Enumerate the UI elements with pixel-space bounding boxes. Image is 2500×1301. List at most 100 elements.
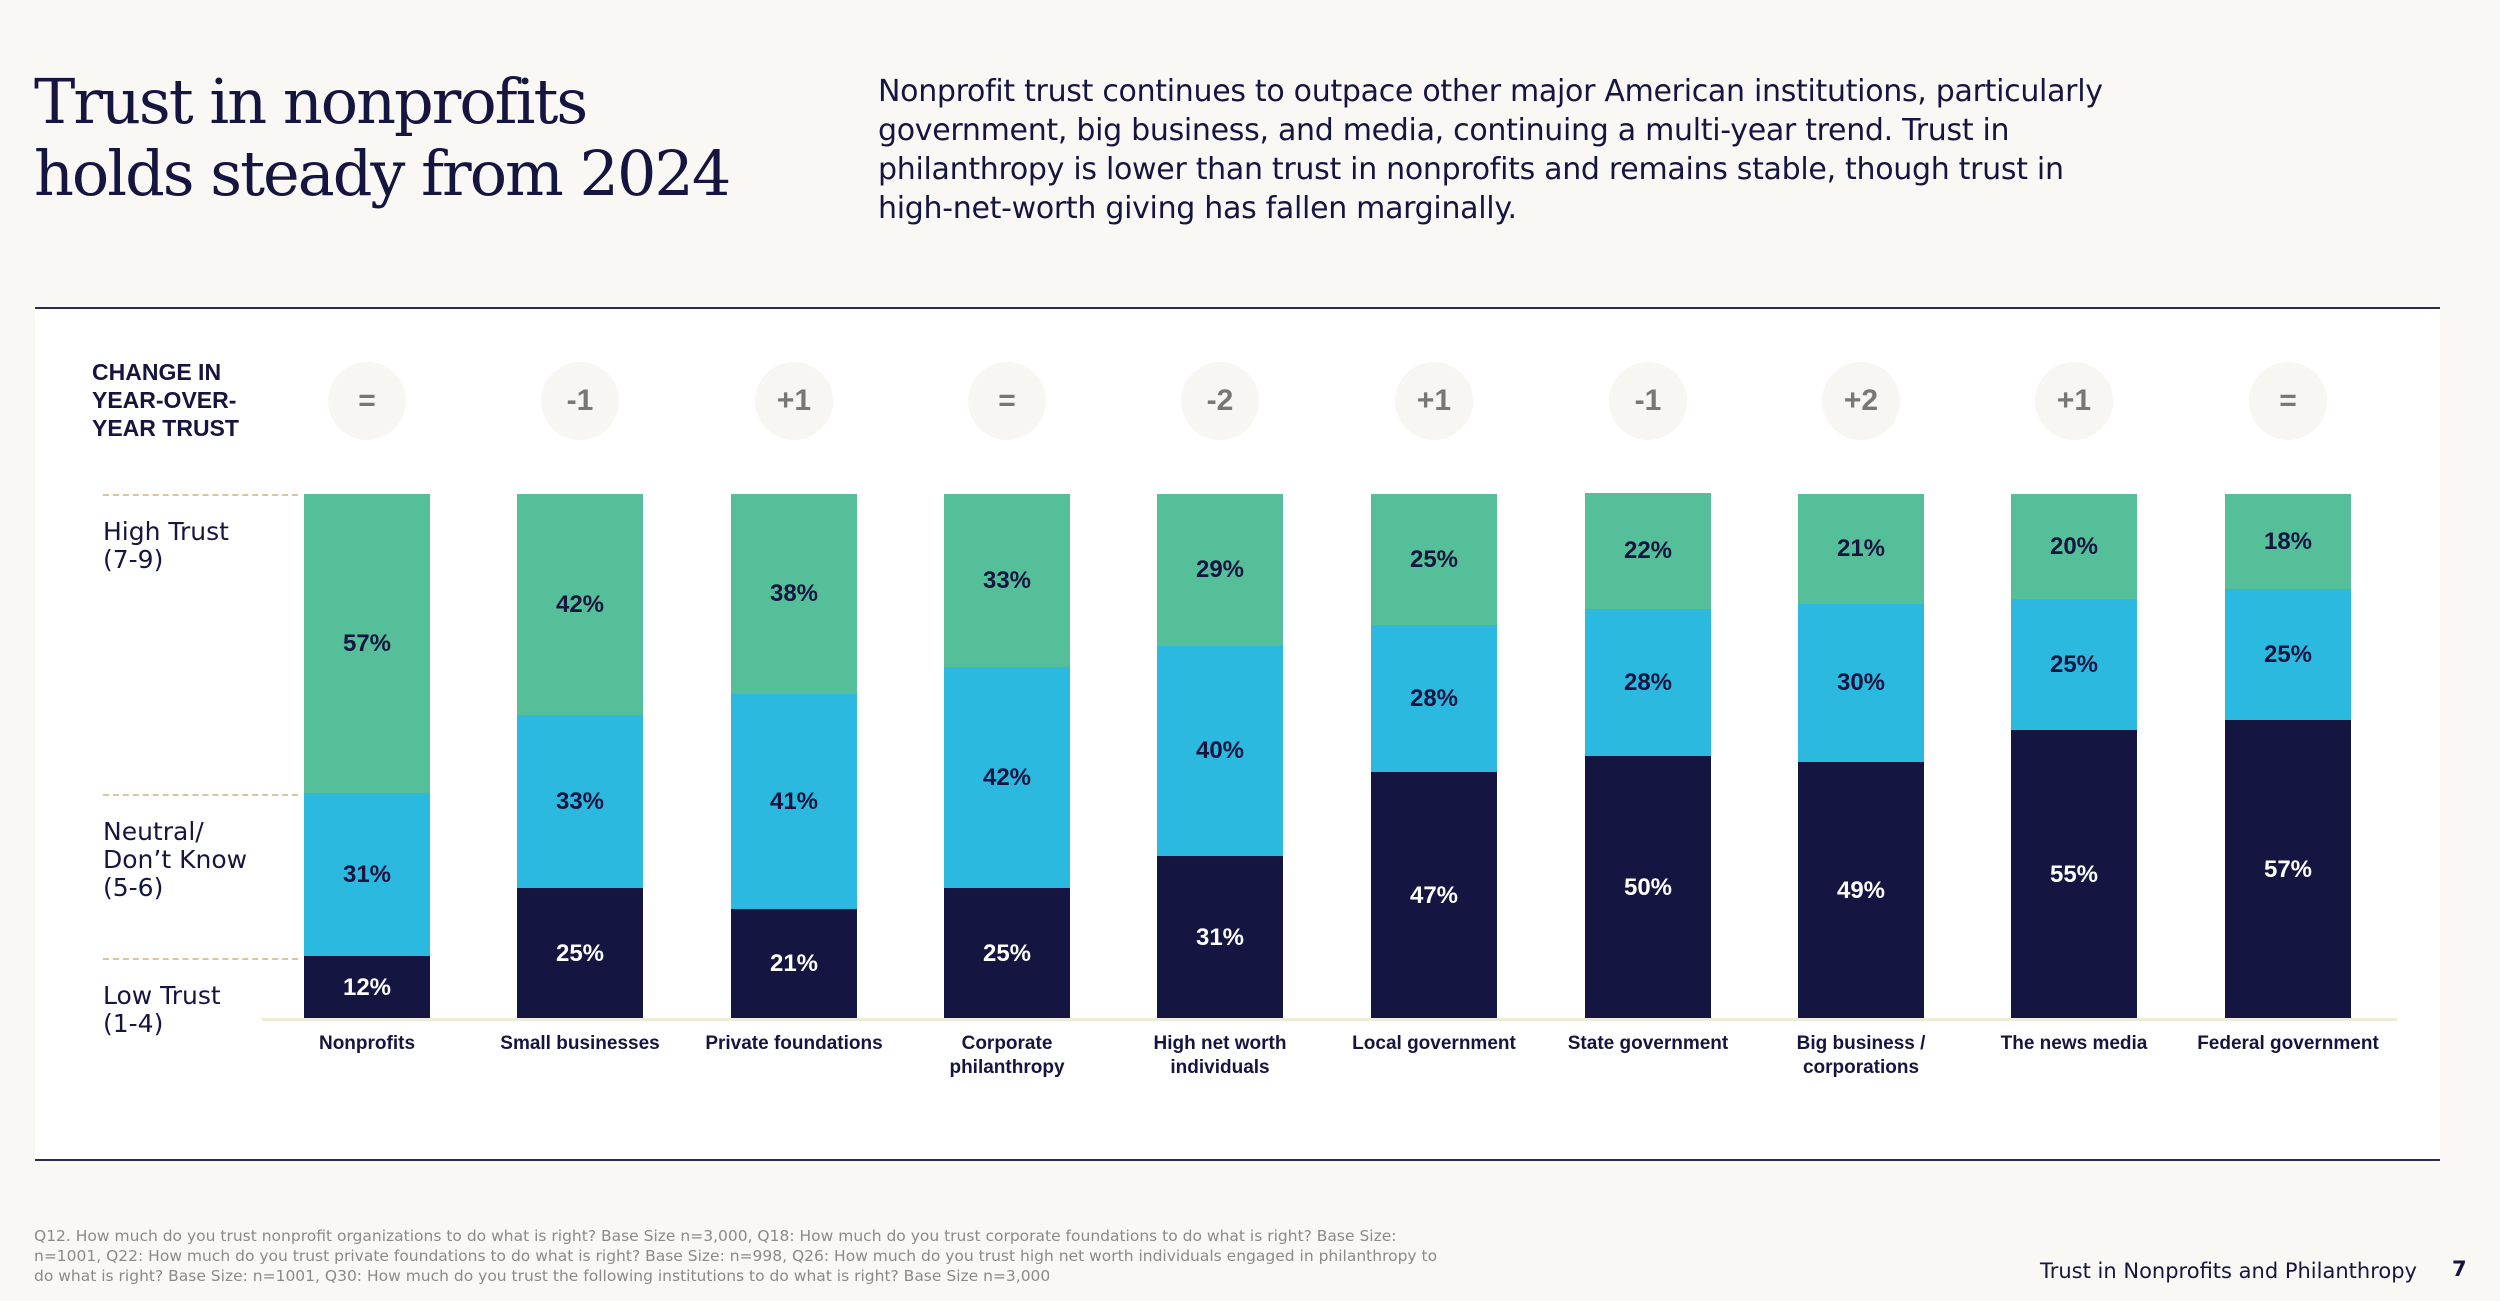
data-label: 25% <box>982 939 1032 967</box>
bar-segment-low-high-net-worth-individuals: 31% <box>1157 856 1283 1019</box>
category-label-line: philanthropy <box>949 1057 1065 1078</box>
data-label: 25% <box>2049 650 2099 678</box>
bar-segment-low-the-news-media: 55% <box>2011 730 2137 1019</box>
bar-segment-low-local-government: 47% <box>1371 772 1497 1019</box>
intro-paragraph: Nonprofit trust continues to outpace oth… <box>878 74 2103 226</box>
category-label-line: Nonprofits <box>318 1033 416 1054</box>
legend-text: Don’t Know <box>103 845 248 874</box>
bar-segment-neutral-the-news-media: 25% <box>2011 599 2137 730</box>
data-label: 55% <box>2049 860 2099 888</box>
legend-text: Low Trust <box>103 981 221 1010</box>
bar-segment-low-nonprofits: 12% <box>304 956 430 1019</box>
category-label-line: Local government <box>1352 1033 1516 1054</box>
data-label: 28% <box>1409 684 1459 712</box>
category-label-line: Small businesses <box>500 1033 660 1054</box>
legend-high-trust: High Trust (7-9) <box>103 518 229 574</box>
bar-segment-neutral-local-government: 28% <box>1371 625 1497 772</box>
bar-segment-neutral-state-government: 28% <box>1585 609 1711 756</box>
title-line: holds steady from 2024 <box>34 137 731 210</box>
category-label-big-business-corporations: Big business / corporations <box>1761 1032 1961 1080</box>
data-label: 41% <box>769 787 819 815</box>
bar-segment-high-federal-government: 18% <box>2225 494 2351 589</box>
data-label: 38% <box>769 580 819 607</box>
data-label: 42% <box>982 763 1032 791</box>
bar-segment-low-state-government: 50% <box>1585 756 1711 1019</box>
category-label-line: Private foundations <box>705 1033 883 1054</box>
page-title: Trust in nonprofits holds steady from 20… <box>34 66 731 210</box>
bar-segment-low-private-foundations: 21% <box>731 909 857 1019</box>
bar-segment-high-local-government: 25% <box>1371 494 1497 625</box>
category-label-line: Federal government <box>2197 1033 2379 1054</box>
category-label-the-news-media: The news media <box>1974 1032 2174 1056</box>
bar-segment-high-nonprofits: 57% <box>304 494 430 793</box>
data-label: 22% <box>1623 537 1673 564</box>
data-label: 33% <box>982 566 1032 594</box>
yoy-badge-high-net-worth-individuals: -2 <box>1181 362 1259 440</box>
yoy-label-line: CHANGE IN <box>92 359 222 385</box>
data-label: 30% <box>1836 669 1886 696</box>
data-label: 40% <box>1195 737 1245 764</box>
bar-segment-low-federal-government: 57% <box>2225 720 2351 1019</box>
yoy-badge-corporate-philanthropy: = <box>968 362 1046 440</box>
bar-segment-high-the-news-media: 20% <box>2011 494 2137 599</box>
category-label-line: corporations <box>1802 1057 1920 1078</box>
category-label-line: individuals <box>1170 1057 1270 1078</box>
bar-segment-high-state-government: 22% <box>1585 493 1711 609</box>
bar-segment-neutral-high-net-worth-individuals: 40% <box>1157 646 1283 856</box>
legend-text: (1-4) <box>103 1009 164 1038</box>
data-label: 25% <box>555 939 605 967</box>
bar-segment-high-small-businesses: 42% <box>517 494 643 715</box>
bar-segment-neutral-federal-government: 25% <box>2225 589 2351 720</box>
data-label: 31% <box>342 860 392 888</box>
category-label-federal-government: Federal government <box>2188 1032 2388 1056</box>
bar-segment-high-high-net-worth-individuals: 29% <box>1157 494 1283 646</box>
legend-text: (7-9) <box>103 545 164 574</box>
data-label: 49% <box>1836 876 1886 904</box>
bar-segment-neutral-private-foundations: 41% <box>731 694 857 909</box>
page-number: 7 <box>2452 1257 2467 1281</box>
yoy-badge-the-news-media: +1 <box>2035 362 2113 440</box>
legend-low-trust: Low Trust (1-4) <box>103 982 221 1038</box>
data-label: 21% <box>1836 535 1886 562</box>
legend-divider-top <box>103 494 298 496</box>
yoy-badge-state-government: -1 <box>1609 362 1687 440</box>
bar-segment-high-big-business-corporations: 21% <box>1798 494 1924 604</box>
category-label-state-government: State government <box>1548 1032 1748 1056</box>
legend-divider-bottom <box>103 958 298 960</box>
legend-text: High Trust <box>103 517 229 546</box>
category-label-line: High net worth <box>1153 1033 1287 1054</box>
bar-segment-high-private-foundations: 38% <box>731 494 857 694</box>
bar-segment-low-small-businesses: 25% <box>517 888 643 1019</box>
data-label: 25% <box>2263 640 2313 668</box>
data-label: 31% <box>1195 923 1245 951</box>
yoy-badge-federal-government: = <box>2249 362 2327 440</box>
data-label: 42% <box>555 590 605 618</box>
data-label: 28% <box>1623 668 1673 696</box>
category-label-line: Big business / <box>1796 1033 1926 1054</box>
category-label-nonprofits: Nonprofits <box>267 1032 467 1056</box>
bar-segment-neutral-corporate-philanthropy: 42% <box>944 667 1070 888</box>
yoy-label-line: YEAR-OVER- <box>92 387 237 413</box>
bar-segment-neutral-nonprofits: 31% <box>304 793 430 956</box>
category-label-line: Corporate <box>961 1033 1053 1054</box>
data-label: 33% <box>555 787 605 815</box>
data-label: 12% <box>342 973 392 1001</box>
data-label: 25% <box>1409 545 1459 573</box>
bar-segment-low-corporate-philanthropy: 25% <box>944 888 1070 1019</box>
category-label-corporate-philanthropy: Corporate philanthropy <box>907 1032 1107 1080</box>
yoy-change-label: CHANGE IN YEAR-OVER- YEAR TRUST <box>92 358 239 442</box>
data-label: 50% <box>1623 873 1673 901</box>
bar-segment-low-big-business-corporations: 49% <box>1798 762 1924 1019</box>
data-label: 20% <box>2049 532 2099 560</box>
data-label: 21% <box>769 950 819 977</box>
category-label-private-foundations: Private foundations <box>694 1032 894 1056</box>
yoy-badge-private-foundations: +1 <box>755 362 833 440</box>
data-label: 47% <box>1409 881 1459 909</box>
bar-segment-high-corporate-philanthropy: 33% <box>944 494 1070 667</box>
legend-neutral: Neutral/ Don’t Know (5-6) <box>103 818 247 902</box>
data-label: 57% <box>342 629 392 657</box>
report-title: Trust in Nonprofits and Philanthropy <box>2040 1259 2417 1283</box>
category-label-small-businesses: Small businesses <box>480 1032 680 1056</box>
legend-text: Neutral/ <box>103 817 204 846</box>
data-label: 29% <box>1195 556 1245 583</box>
